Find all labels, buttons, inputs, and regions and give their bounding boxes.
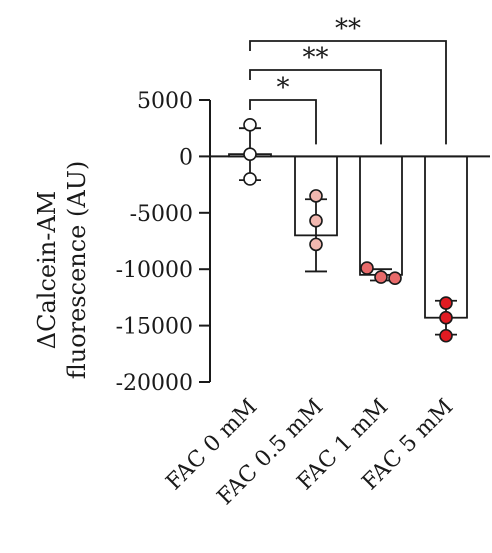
significance-bracket — [249, 40, 447, 145]
significance-label: ** — [335, 14, 361, 44]
data-point — [439, 328, 453, 343]
data-point — [309, 189, 323, 203]
significance-bracket — [249, 99, 317, 145]
data-point — [243, 172, 257, 186]
data-points — [243, 118, 453, 343]
y-tick-label: -10000 — [116, 258, 193, 283]
y-tick-label: -5000 — [130, 202, 193, 227]
significance-label: * — [277, 73, 290, 103]
significance-label: ** — [303, 43, 329, 73]
y-tick-label: -15000 — [116, 315, 193, 340]
y-axis-title-line1: ΔCalcein-AM — [33, 191, 61, 349]
y-tick-label: 0 — [179, 145, 193, 170]
data-point — [309, 213, 323, 228]
y-tick-label: 5000 — [137, 89, 193, 114]
y-axis-title-line2: fluorescence (AU) — [63, 161, 91, 380]
y-axis-title: ΔCalcein-AM fluorescence (AU) — [33, 161, 91, 380]
data-point — [360, 261, 374, 275]
bar — [424, 155, 468, 319]
data-point — [243, 147, 257, 161]
bar — [359, 155, 403, 276]
data-point — [374, 270, 388, 284]
y-tick-label: -20000 — [116, 371, 193, 396]
data-point — [309, 237, 323, 252]
data-point — [439, 296, 453, 310]
data-point — [243, 118, 257, 132]
axes: 5000 0 -5000 -10000 -15000 -20000 — [116, 89, 490, 396]
significance-bracket — [249, 69, 382, 145]
bars — [228, 153, 468, 319]
data-point — [439, 310, 453, 325]
significance-brackets: ***** — [249, 14, 447, 145]
data-point — [388, 271, 402, 286]
